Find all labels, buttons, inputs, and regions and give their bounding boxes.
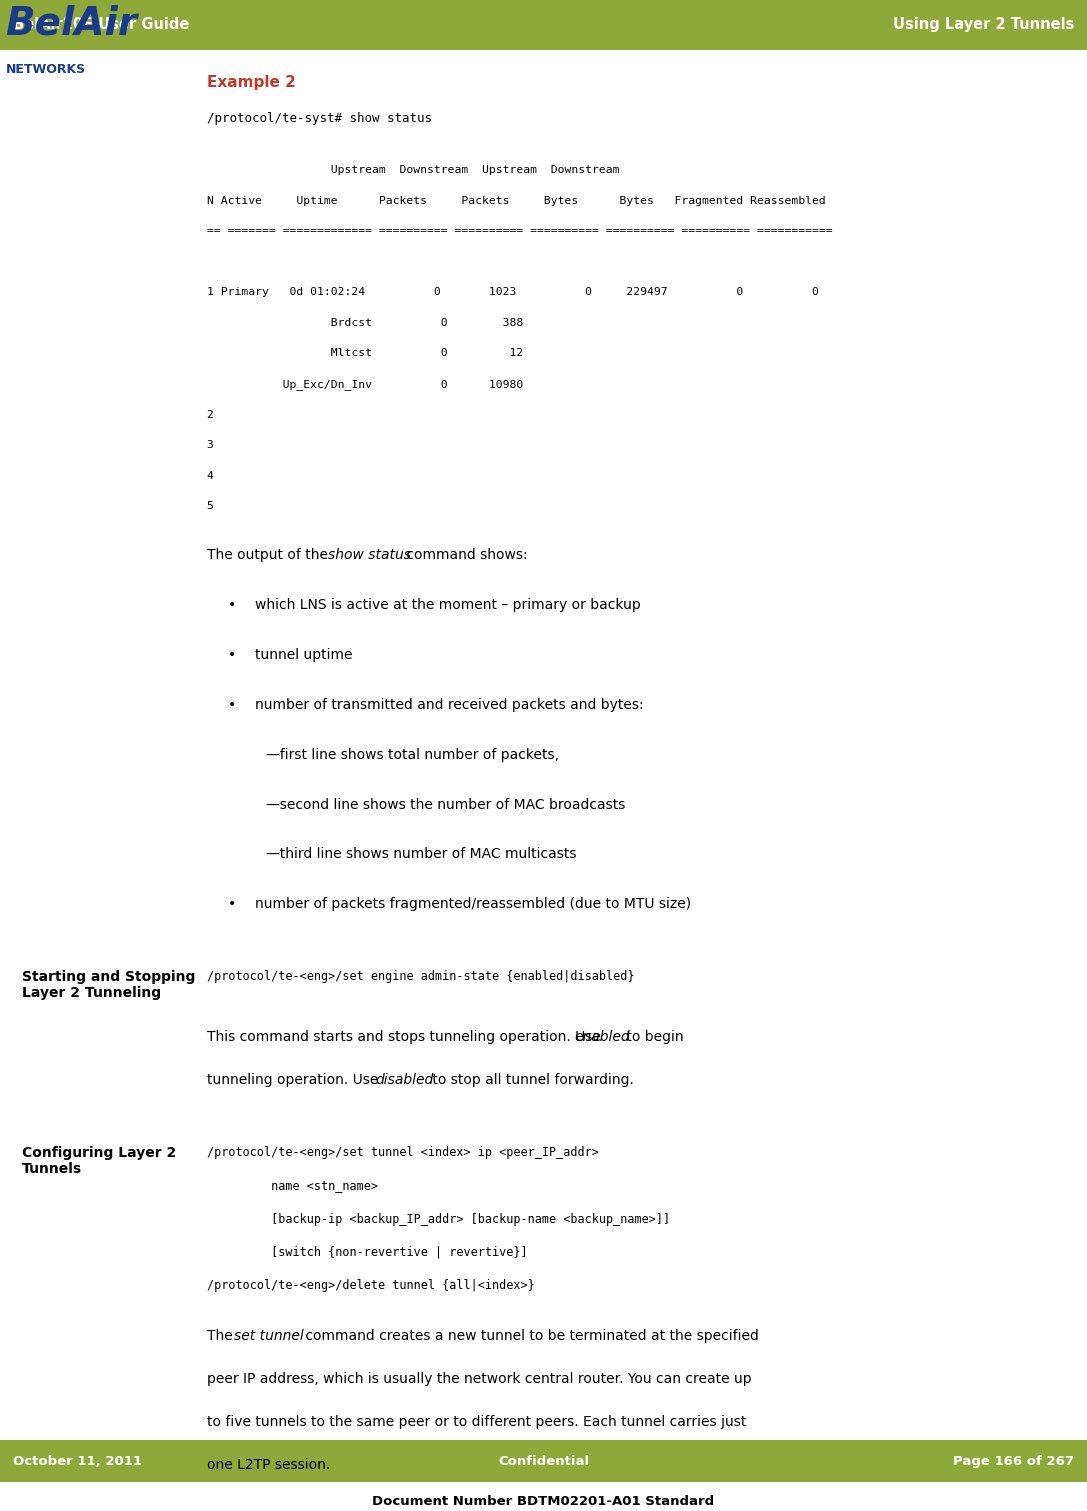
Text: /protocol/te-syst# show status: /protocol/te-syst# show status: [207, 112, 432, 125]
Text: show status: show status: [328, 548, 411, 562]
Text: BelAir20E User Guide: BelAir20E User Guide: [13, 18, 189, 32]
Text: 5: 5: [207, 502, 213, 511]
Text: tunneling operation. Use: tunneling operation. Use: [207, 1073, 383, 1088]
Text: 4: 4: [207, 471, 213, 480]
Text: N Active     Uptime      Packets     Packets     Bytes      Bytes   Fragmented R: N Active Uptime Packets Packets Bytes By…: [207, 196, 825, 205]
Text: BelAir: BelAir: [5, 5, 137, 42]
Text: /protocol/te-<eng>/set engine admin-state {enabled|disabled}: /protocol/te-<eng>/set engine admin-stat…: [207, 970, 634, 984]
Text: [backup-ip <backup_IP_addr> [backup-name <backup_name>]]: [backup-ip <backup_IP_addr> [backup-name…: [207, 1213, 670, 1225]
Text: Up_Exc/Dn_Inv          0      10980: Up_Exc/Dn_Inv 0 10980: [207, 379, 523, 390]
Text: to stop all tunnel forwarding.: to stop all tunnel forwarding.: [428, 1073, 634, 1088]
Text: 2: 2: [207, 409, 213, 420]
Text: —second line shows the number of MAC broadcasts: —second line shows the number of MAC bro…: [266, 798, 626, 811]
FancyBboxPatch shape: [0, 0, 1087, 50]
Text: number of packets fragmented/reassembled (due to MTU size): number of packets fragmented/reassembled…: [255, 898, 691, 911]
Text: enabled: enabled: [574, 1031, 629, 1044]
Text: Page 166 of 267: Page 166 of 267: [953, 1455, 1074, 1467]
Text: Upstream  Downstream  Upstream  Downstream: Upstream Downstream Upstream Downstream: [207, 165, 619, 175]
FancyBboxPatch shape: [0, 1440, 1087, 1482]
Text: •: •: [228, 898, 237, 911]
Text: == ======= ============= ========== ========== ========== ========== ========== : == ======= ============= ========== ====…: [207, 227, 833, 236]
Text: October 11, 2011: October 11, 2011: [13, 1455, 142, 1467]
Text: number of transmitted and received packets and bytes:: number of transmitted and received packe…: [255, 698, 645, 712]
Text: set tunnel: set tunnel: [234, 1328, 303, 1343]
Text: name <stn_name>: name <stn_name>: [207, 1180, 377, 1192]
Text: —first line shows total number of packets,: —first line shows total number of packet…: [266, 748, 560, 762]
Text: to begin: to begin: [622, 1031, 684, 1044]
Text: •: •: [228, 648, 237, 662]
Text: •: •: [228, 698, 237, 712]
Text: one L2TP session.: one L2TP session.: [207, 1458, 329, 1472]
Text: Mltcst          0         12: Mltcst 0 12: [207, 349, 523, 358]
Text: •: •: [228, 598, 237, 612]
Text: /protocol/te-<eng>/delete tunnel {all|<index>}: /protocol/te-<eng>/delete tunnel {all|<i…: [207, 1280, 535, 1292]
Text: Document Number BDTM02201-A01 Standard: Document Number BDTM02201-A01 Standard: [373, 1494, 714, 1508]
Text: disabled: disabled: [375, 1073, 434, 1088]
Text: The: The: [207, 1328, 237, 1343]
Text: The output of the: The output of the: [207, 548, 332, 562]
Text: NETWORKS: NETWORKS: [5, 63, 86, 77]
Text: to five tunnels to the same peer or to different peers. Each tunnel carries just: to five tunnels to the same peer or to d…: [207, 1416, 746, 1429]
Text: 1 Primary   0d 01:02:24          0       1023          0     229497          0  : 1 Primary 0d 01:02:24 0 1023 0 229497 0: [207, 287, 819, 298]
Text: [switch {non-revertive | revertive}]: [switch {non-revertive | revertive}]: [207, 1247, 527, 1259]
Text: peer IP address, which is usually the network central router. You can create up: peer IP address, which is usually the ne…: [207, 1372, 751, 1386]
Text: This command starts and stops tunneling operation. Use: This command starts and stops tunneling …: [207, 1031, 604, 1044]
Text: /protocol/te-<eng>/set tunnel <index> ip <peer_IP_addr>: /protocol/te-<eng>/set tunnel <index> ip…: [207, 1147, 599, 1159]
Text: Brdcst          0        388: Brdcst 0 388: [207, 317, 523, 328]
Text: —third line shows number of MAC multicasts: —third line shows number of MAC multicas…: [266, 848, 577, 861]
Text: Example 2: Example 2: [207, 76, 296, 91]
Text: 3: 3: [207, 440, 213, 450]
Text: command shows:: command shows:: [402, 548, 528, 562]
Text: Using Layer 2 Tunnels: Using Layer 2 Tunnels: [892, 18, 1074, 32]
Text: Starting and Stopping
Layer 2 Tunneling: Starting and Stopping Layer 2 Tunneling: [22, 970, 195, 1000]
Text: tunnel uptime: tunnel uptime: [255, 648, 353, 662]
Text: Configuring Layer 2
Tunnels: Configuring Layer 2 Tunnels: [22, 1147, 176, 1177]
Text: command creates a new tunnel to be terminated at the specified: command creates a new tunnel to be termi…: [301, 1328, 759, 1343]
Text: which LNS is active at the moment – primary or backup: which LNS is active at the moment – prim…: [255, 598, 641, 612]
Text: Confidential: Confidential: [498, 1455, 589, 1467]
